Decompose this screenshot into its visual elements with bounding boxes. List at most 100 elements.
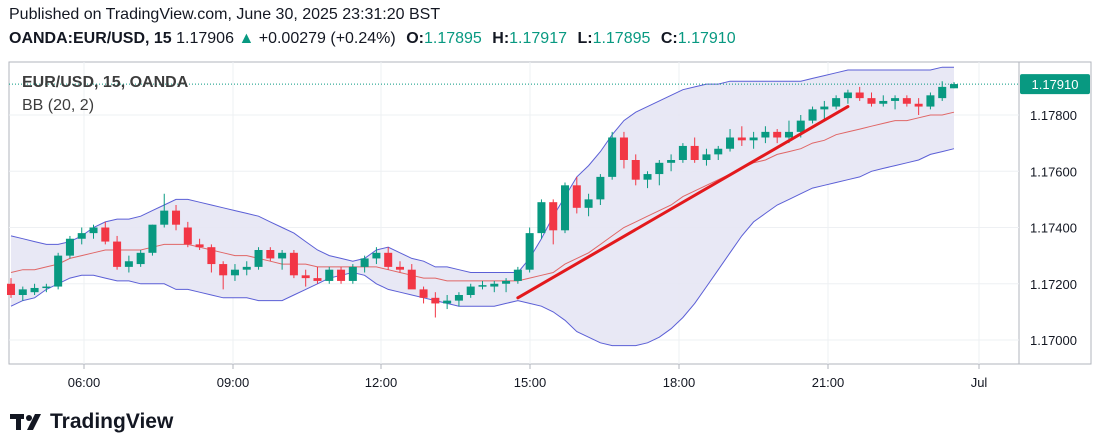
up-triangle-icon: ▲ xyxy=(238,30,255,47)
candle xyxy=(124,255,133,273)
candle xyxy=(65,235,74,259)
candle xyxy=(348,264,357,284)
candle xyxy=(266,247,275,262)
last-price: 1.17906 xyxy=(176,30,234,47)
candle-body xyxy=(820,106,829,110)
candle xyxy=(667,154,676,172)
trend-line xyxy=(516,105,850,300)
candle-body xyxy=(879,100,888,104)
candle-body xyxy=(219,264,228,276)
x-tick-label: 12:00 xyxy=(365,375,398,390)
published-line: Published on TradingView.com, June 30, 2… xyxy=(9,6,441,23)
x-tick-label: 15:00 xyxy=(514,375,547,390)
candle-body xyxy=(478,285,487,287)
candle-body xyxy=(891,98,900,101)
candle-body xyxy=(855,92,864,99)
candle-body xyxy=(561,185,570,231)
candle-body xyxy=(289,252,298,276)
open-value: 1.17895 xyxy=(423,30,482,47)
candle xyxy=(879,95,888,107)
low-label: L: xyxy=(577,30,593,47)
candle xyxy=(113,235,122,270)
chart-legend-symbol: EUR/USD, 15, OANDA xyxy=(22,74,189,91)
x-tick-label: Jul xyxy=(971,375,988,390)
candle-body xyxy=(502,280,511,284)
candle-body xyxy=(761,131,770,138)
candle xyxy=(301,269,310,287)
candle-body xyxy=(832,98,841,107)
candle xyxy=(42,283,51,293)
candle-body xyxy=(537,202,546,234)
tradingview-logo-icon xyxy=(10,414,41,430)
candle-body xyxy=(301,275,310,279)
candle xyxy=(702,148,711,166)
candle xyxy=(808,106,817,124)
candle xyxy=(502,278,511,293)
candle xyxy=(183,221,192,248)
candle-body xyxy=(148,224,157,253)
candle xyxy=(384,247,393,270)
candle-body xyxy=(667,160,676,163)
candle-body xyxy=(784,131,793,138)
candle-body xyxy=(207,247,216,265)
candle xyxy=(938,81,947,101)
candle-body xyxy=(843,92,852,99)
candle-body xyxy=(65,238,74,256)
candle xyxy=(407,264,416,290)
candle-body xyxy=(42,286,51,289)
candle-body xyxy=(172,210,181,225)
candle xyxy=(926,92,935,110)
candle-body xyxy=(195,244,204,248)
candle-body xyxy=(513,269,522,281)
candle xyxy=(148,224,157,256)
candle xyxy=(773,129,782,144)
candle xyxy=(608,131,617,180)
candle-body xyxy=(902,98,911,104)
bollinger-basis-line xyxy=(10,111,955,282)
candle xyxy=(195,238,204,250)
tradingview-brand-text: TradingView xyxy=(50,410,174,433)
candle-body xyxy=(525,233,534,270)
candles xyxy=(6,81,959,318)
candle-body xyxy=(395,266,404,270)
candle xyxy=(466,283,475,298)
candle xyxy=(655,160,664,186)
candle xyxy=(726,129,735,152)
candle-body xyxy=(431,297,440,304)
candle xyxy=(207,244,216,273)
candle-body xyxy=(360,258,369,267)
candle xyxy=(395,261,404,273)
candle-body xyxy=(702,154,711,160)
candle xyxy=(478,280,487,290)
candle-body xyxy=(549,202,558,231)
candle-body xyxy=(596,176,605,200)
grid-lines: 1.17000 1.17200 1.17400 1.17600 1.17800 06:00… xyxy=(9,62,1077,390)
candle xyxy=(337,266,346,284)
candle-body xyxy=(384,252,393,267)
candle-body xyxy=(443,300,452,304)
bollinger-band-fill xyxy=(11,67,954,346)
candle-body xyxy=(949,84,959,89)
candle-body xyxy=(266,250,275,259)
candle xyxy=(219,261,228,290)
x-tick-label: 21:00 xyxy=(812,375,845,390)
candle-body xyxy=(737,137,746,141)
candle xyxy=(89,224,98,239)
candle-body xyxy=(773,131,782,138)
candle-body xyxy=(30,287,39,293)
candle-body xyxy=(726,137,735,149)
y-tick-label: 1.17000 xyxy=(1030,333,1077,348)
candle-body xyxy=(313,278,322,281)
candle xyxy=(761,126,770,144)
candle-body xyxy=(242,266,251,270)
candle xyxy=(549,199,558,245)
candle xyxy=(572,176,581,214)
candle xyxy=(77,227,86,245)
candle-body xyxy=(419,289,428,298)
candle-body xyxy=(124,261,133,267)
candle-body xyxy=(490,283,499,287)
candle-body xyxy=(325,269,334,281)
candle-body xyxy=(643,174,652,180)
candle xyxy=(820,100,829,121)
